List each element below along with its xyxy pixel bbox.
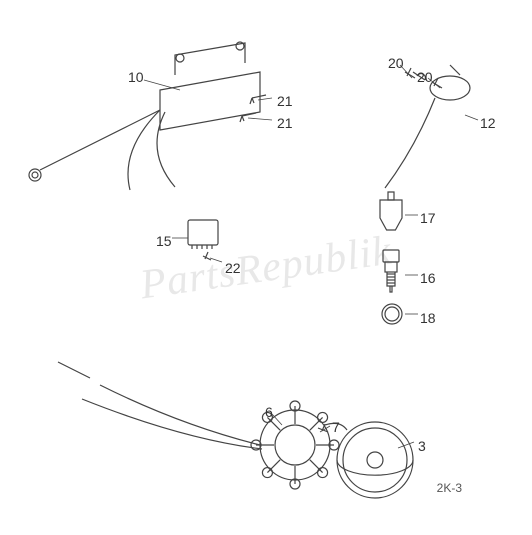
callout-21: 21 bbox=[277, 115, 293, 131]
callout-7: 7 bbox=[332, 419, 340, 435]
callout-17: 17 bbox=[420, 210, 436, 226]
callout-10: 10 bbox=[128, 69, 144, 85]
callout-21: 21 bbox=[277, 93, 293, 109]
callout-18: 18 bbox=[420, 310, 436, 326]
callout-15: 15 bbox=[156, 233, 172, 249]
diagram-svg bbox=[0, 0, 532, 535]
callout-6: 6 bbox=[265, 404, 273, 420]
callout-3: 3 bbox=[418, 438, 426, 454]
callout-16: 16 bbox=[420, 270, 436, 286]
callout-20: 20 bbox=[417, 69, 433, 85]
callout-22: 22 bbox=[225, 260, 241, 276]
callout-20: 20 bbox=[388, 55, 404, 71]
callout-12: 12 bbox=[480, 115, 496, 131]
corner-label: 2K-3 bbox=[437, 481, 462, 495]
